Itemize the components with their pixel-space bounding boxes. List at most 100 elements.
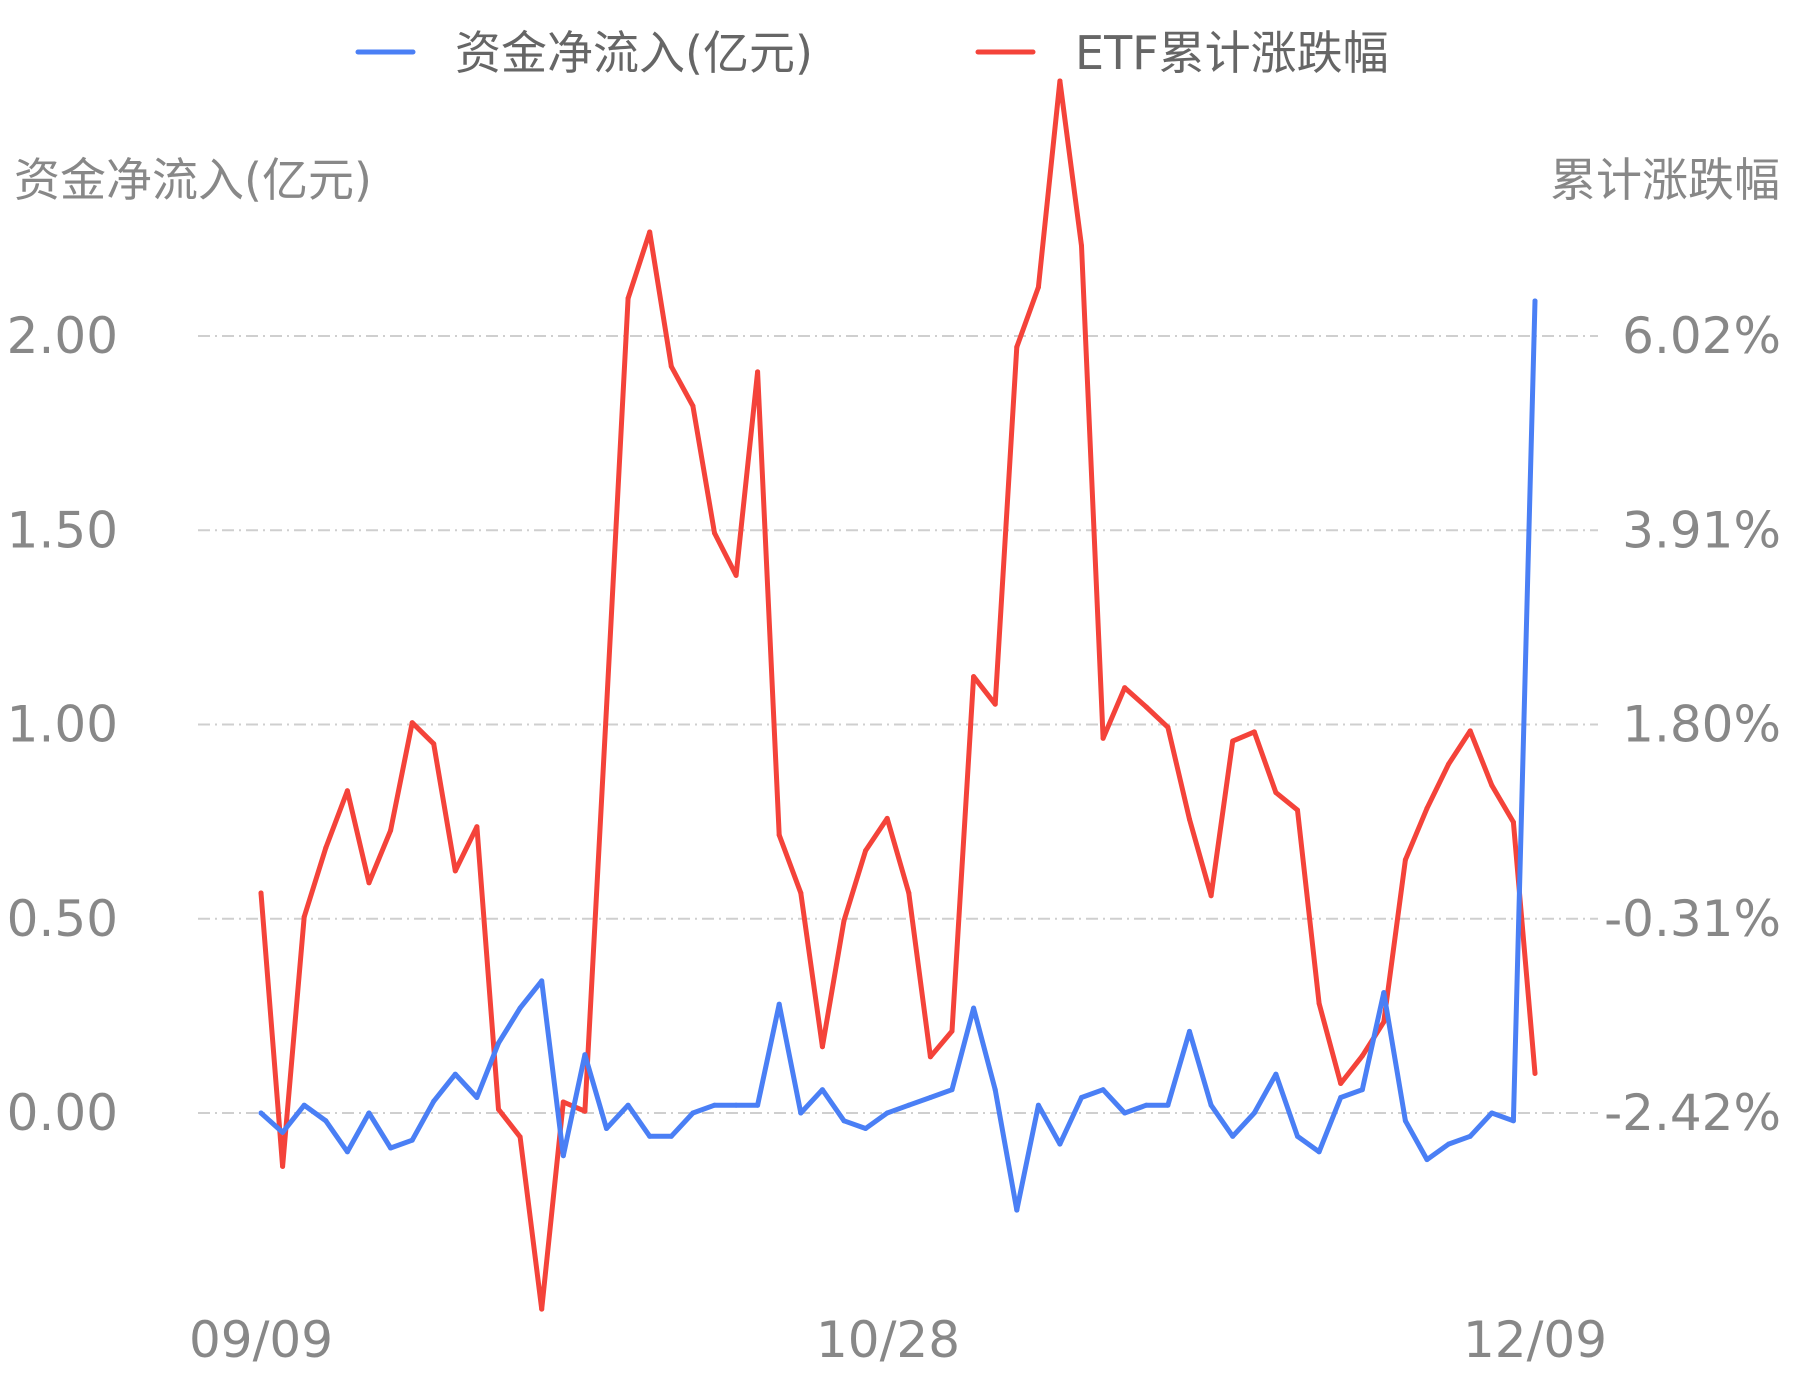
data-point-etf-change bbox=[1230, 738, 1236, 744]
data-point-etf-change bbox=[906, 890, 912, 896]
data-point-net-inflow bbox=[539, 978, 545, 984]
data-point-net-inflow bbox=[971, 1005, 977, 1011]
data-point-net-inflow bbox=[1446, 1141, 1452, 1147]
data-point-etf-change bbox=[280, 1163, 286, 1169]
data-point-net-inflow bbox=[1165, 1102, 1171, 1108]
data-point-net-inflow bbox=[366, 1110, 372, 1116]
data-point-net-inflow bbox=[1316, 1149, 1322, 1155]
data-point-net-inflow bbox=[1057, 1141, 1063, 1147]
data-point-net-inflow bbox=[819, 1087, 825, 1093]
data-point-etf-change bbox=[927, 1054, 933, 1060]
y-right-tick-label: -0.31% bbox=[1604, 890, 1781, 948]
data-point-net-inflow bbox=[1424, 1157, 1430, 1163]
series-line-etf-change bbox=[258, 78, 1538, 1312]
y-right-tick-label: -2.42% bbox=[1604, 1084, 1781, 1142]
data-point-net-inflow bbox=[1532, 298, 1538, 304]
data-point-etf-change bbox=[776, 832, 782, 838]
y-right-axis-title: 累计涨跌幅 bbox=[1550, 153, 1780, 207]
y-right-tick-label: 3.91% bbox=[1622, 501, 1781, 559]
data-point-net-inflow bbox=[906, 1102, 912, 1108]
legend-label-etf-change: ETF累计涨跌幅 bbox=[1075, 26, 1389, 80]
data-point-etf-change bbox=[388, 827, 394, 833]
data-point-net-inflow bbox=[712, 1102, 717, 1108]
data-point-net-inflow bbox=[647, 1133, 653, 1139]
data-point-etf-change bbox=[1122, 685, 1128, 691]
data-point-net-inflow bbox=[884, 1110, 890, 1116]
data-point-net-inflow bbox=[949, 1087, 955, 1093]
data-point-etf-change bbox=[971, 674, 977, 680]
series-line-net-inflow bbox=[258, 298, 1538, 1213]
data-point-etf-change bbox=[431, 741, 437, 747]
y-left-ticks: 0.00 0.50 1.00 1.50 2.00 bbox=[7, 307, 118, 1142]
gridlines bbox=[198, 335, 1598, 1114]
data-point-etf-change bbox=[992, 701, 998, 707]
data-point-net-inflow bbox=[992, 1087, 998, 1093]
data-point-etf-change bbox=[323, 845, 329, 851]
data-point-net-inflow bbox=[841, 1118, 847, 1124]
data-point-etf-change bbox=[1165, 724, 1171, 730]
data-point-net-inflow bbox=[1230, 1133, 1236, 1139]
data-point-net-inflow bbox=[1402, 1118, 1408, 1124]
data-point-net-inflow bbox=[1079, 1095, 1084, 1100]
x-tick-label: 09/09 bbox=[189, 1311, 333, 1369]
data-point-etf-change bbox=[1359, 1053, 1365, 1059]
data-point-net-inflow bbox=[1295, 1133, 1300, 1139]
y-left-tick-label: 0.50 bbox=[7, 890, 118, 948]
data-point-net-inflow bbox=[344, 1149, 350, 1155]
data-point-etf-change bbox=[301, 914, 307, 920]
data-point-etf-change bbox=[582, 1108, 588, 1114]
data-point-etf-change bbox=[1424, 805, 1430, 811]
data-point-net-inflow bbox=[733, 1102, 739, 1108]
data-point-net-inflow bbox=[258, 1110, 264, 1116]
data-point-etf-change bbox=[539, 1306, 545, 1312]
data-point-net-inflow bbox=[1510, 1118, 1516, 1124]
y-left-tick-label: 1.50 bbox=[7, 501, 118, 559]
data-point-etf-change bbox=[647, 229, 653, 235]
data-point-net-inflow bbox=[560, 1153, 566, 1159]
data-point-etf-change bbox=[1079, 243, 1084, 249]
data-point-net-inflow bbox=[604, 1126, 609, 1131]
data-point-net-inflow bbox=[1014, 1207, 1020, 1213]
data-point-net-inflow bbox=[798, 1110, 804, 1116]
data-point-etf-change bbox=[884, 815, 890, 821]
data-point-net-inflow bbox=[1381, 990, 1387, 996]
data-point-net-inflow bbox=[1122, 1110, 1128, 1116]
data-point-net-inflow bbox=[1359, 1087, 1365, 1093]
legend-label-net-inflow: 资金净流入(亿元) bbox=[455, 26, 813, 80]
data-point-net-inflow bbox=[323, 1118, 329, 1124]
x-ticks: 09/09 10/28 12/09 bbox=[189, 1311, 1607, 1369]
data-point-etf-change bbox=[344, 788, 350, 794]
data-point-etf-change bbox=[1100, 735, 1106, 741]
data-point-net-inflow bbox=[517, 1005, 523, 1011]
data-point-net-inflow bbox=[452, 1071, 458, 1077]
data-point-etf-change bbox=[560, 1099, 566, 1105]
data-point-etf-change bbox=[863, 848, 869, 854]
data-point-etf-change bbox=[1208, 893, 1214, 899]
data-point-etf-change bbox=[798, 890, 804, 896]
data-point-net-inflow bbox=[496, 1040, 501, 1046]
data-point-net-inflow bbox=[755, 1102, 761, 1108]
data-point-etf-change bbox=[452, 868, 458, 874]
data-point-etf-change bbox=[258, 890, 264, 896]
data-point-net-inflow bbox=[431, 1098, 437, 1104]
data-point-etf-change bbox=[1273, 790, 1279, 796]
data-point-net-inflow bbox=[1035, 1102, 1041, 1108]
data-point-net-inflow bbox=[1489, 1110, 1495, 1116]
x-tick-label: 12/09 bbox=[1463, 1311, 1607, 1369]
data-point-etf-change bbox=[1489, 782, 1495, 788]
data-point-etf-change bbox=[1467, 728, 1473, 734]
y-right-tick-label: 6.02% bbox=[1622, 307, 1781, 365]
data-point-etf-change bbox=[1510, 819, 1516, 825]
data-point-net-inflow bbox=[776, 1001, 782, 1007]
y-right-ticks: -2.42% -0.31% 1.80% 3.91% 6.02% bbox=[1604, 307, 1781, 1142]
legend: 资金净流入(亿元) ETF累计涨跌幅 bbox=[355, 26, 1389, 80]
series-points-etf-change bbox=[258, 78, 1538, 1312]
data-point-etf-change bbox=[496, 1106, 501, 1112]
data-point-net-inflow bbox=[474, 1095, 480, 1100]
x-tick-label: 10/28 bbox=[816, 1311, 960, 1369]
data-point-etf-change bbox=[1057, 78, 1063, 84]
data-point-etf-change bbox=[1295, 807, 1300, 813]
data-point-etf-change bbox=[409, 720, 415, 726]
data-point-etf-change bbox=[1338, 1081, 1344, 1086]
